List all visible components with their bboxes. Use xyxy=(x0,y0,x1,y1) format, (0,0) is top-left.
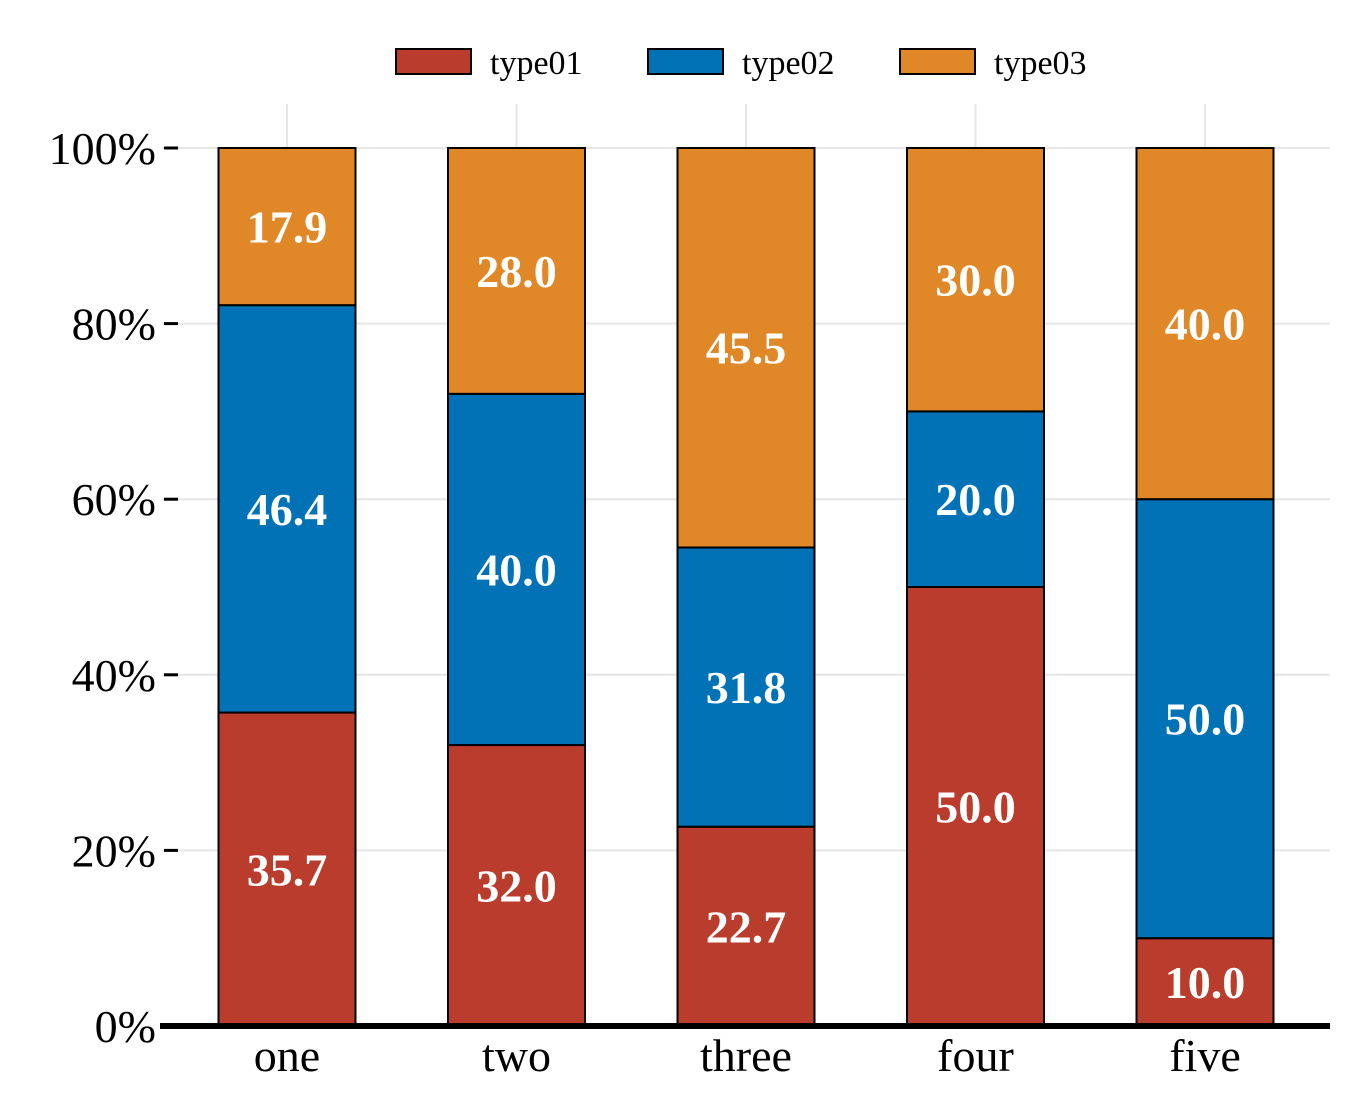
data-label: 40.0 xyxy=(476,544,557,595)
bar-segment-type01 xyxy=(676,825,816,1027)
y-tick-label: 80% xyxy=(72,299,156,350)
data-label: 17.9 xyxy=(247,202,328,253)
data-label: 46.4 xyxy=(247,484,328,535)
y-tick-label: 0% xyxy=(95,1001,156,1052)
y-tick-label: 40% xyxy=(72,650,156,701)
legend-swatch-type03 xyxy=(899,48,976,75)
data-label: 30.0 xyxy=(935,255,1016,306)
data-label: 31.8 xyxy=(706,662,787,713)
bar-segment-type03 xyxy=(676,147,816,549)
data-label: 20.0 xyxy=(935,474,1016,525)
legend-swatch-type02 xyxy=(647,48,724,75)
x-tick-label: three xyxy=(700,1030,792,1081)
data-label: 28.0 xyxy=(476,246,557,297)
bar-segment-type03 xyxy=(217,147,357,307)
data-labels: 35.7 46.4 17.9 32.0 40.0 28.0 22.7 31.8 45.5 50.0… xyxy=(247,202,1246,1009)
bar-segment-type02 xyxy=(906,410,1045,588)
y-tick-label: 20% xyxy=(72,825,156,876)
legend-label-type01: type01 xyxy=(490,45,583,82)
data-label: 40.0 xyxy=(1165,299,1246,350)
bar-segment-type03 xyxy=(1135,147,1275,501)
bar-segment-type02 xyxy=(447,392,586,747)
x-tick-label: one xyxy=(254,1030,320,1081)
y-tick-label: 60% xyxy=(72,474,156,525)
bar-stacks xyxy=(217,147,1275,1028)
legend-label-type02: type02 xyxy=(742,45,835,82)
bar-segment-type01 xyxy=(906,586,1045,1027)
bar-segment-type02 xyxy=(217,304,357,714)
legend: type01 type02 type03 xyxy=(395,45,1087,82)
data-label: 10.0 xyxy=(1165,957,1246,1008)
data-label: 32.0 xyxy=(476,861,557,912)
data-label: 50.0 xyxy=(935,782,1016,833)
data-label: 50.0 xyxy=(1165,694,1246,745)
legend-label-type03: type03 xyxy=(994,45,1087,82)
bar-segment-type03 xyxy=(906,147,1045,413)
data-label: 22.7 xyxy=(706,901,787,952)
legend-swatch-type01 xyxy=(395,48,472,75)
axes: 0% 20% 40% 60% 80% 100% one two three four five xyxy=(49,123,1330,1081)
x-tick-label: four xyxy=(937,1030,1014,1081)
bar-segment-type03 xyxy=(447,147,586,395)
y-tick-label: 100% xyxy=(49,123,156,174)
bar-segment-type01 xyxy=(1135,937,1275,1028)
data-label: 35.7 xyxy=(247,844,328,895)
bar-segment-type01 xyxy=(447,744,586,1027)
x-tick-label: two xyxy=(482,1030,551,1081)
bar-segment-type02 xyxy=(676,546,816,828)
data-label: 45.5 xyxy=(706,323,787,374)
x-tick-label: five xyxy=(1169,1030,1241,1081)
